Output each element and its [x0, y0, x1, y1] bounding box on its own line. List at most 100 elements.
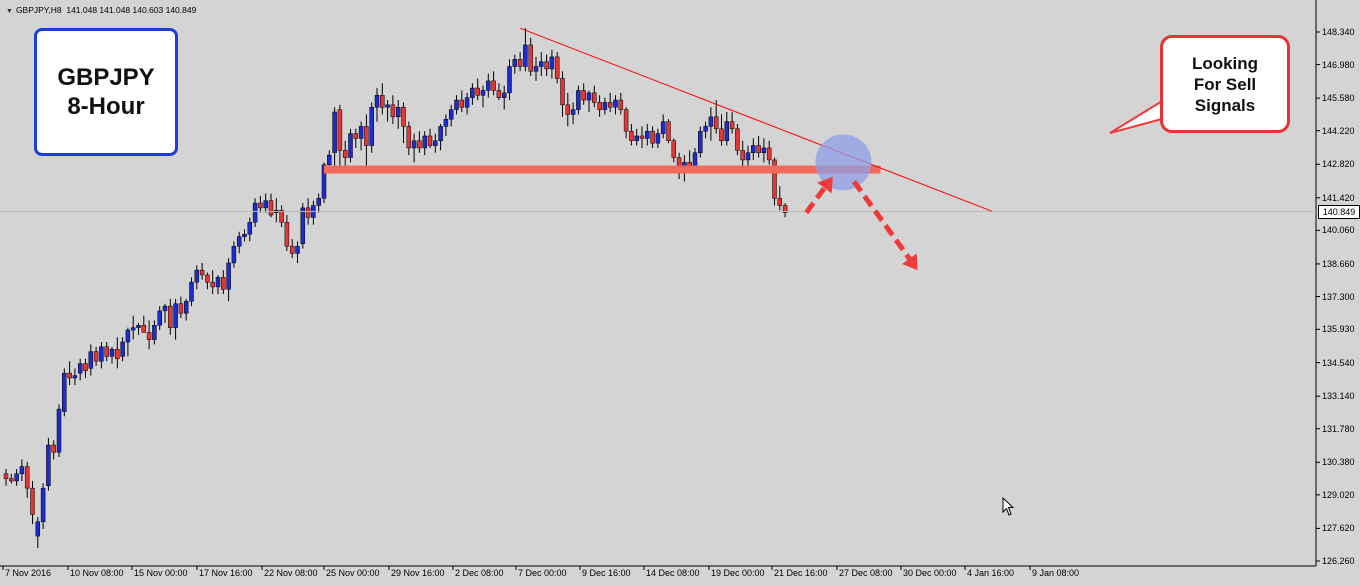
- timeframe-name: 8-Hour: [67, 93, 145, 120]
- candle: [226, 258, 231, 302]
- candle-body: [136, 325, 141, 328]
- pullback-arrow: [804, 176, 833, 215]
- x-tick-label: 14 Dec 08:00: [646, 568, 700, 578]
- candle-body: [93, 351, 99, 362]
- candle: [236, 231, 242, 254]
- candle: [77, 358, 83, 381]
- candle-body: [395, 106, 401, 118]
- candle-body: [650, 130, 655, 144]
- x-tick-label: 22 Nov 08:00: [264, 568, 318, 578]
- dropdown-triangle-icon[interactable]: ▼: [6, 8, 13, 15]
- plot-background: [0, 0, 1316, 566]
- candle-body: [24, 466, 30, 489]
- candle: [19, 459, 25, 481]
- candle-body: [464, 97, 470, 108]
- candle-body: [109, 348, 115, 357]
- x-tick-label: 9 Dec 16:00: [582, 568, 631, 578]
- candle-body: [523, 44, 528, 67]
- candle-body: [698, 130, 703, 153]
- candle: [544, 54, 549, 77]
- down-arrow-shaft: [851, 180, 912, 261]
- y-tick-label: 144.220: [1322, 125, 1355, 136]
- candle: [30, 480, 35, 525]
- candle-body: [374, 95, 380, 108]
- candle-body: [761, 147, 767, 153]
- candle-body: [178, 303, 184, 314]
- candle-body: [279, 210, 284, 223]
- candle-body: [83, 363, 88, 372]
- candle: [592, 85, 597, 108]
- candle: [109, 346, 115, 364]
- candle: [67, 361, 72, 386]
- down-trendline[interactable]: [519, 27, 992, 212]
- candle: [761, 138, 767, 163]
- candle: [666, 119, 671, 144]
- candle-body: [62, 372, 67, 412]
- candle-body: [231, 245, 237, 264]
- candle: [491, 71, 496, 96]
- candle-body: [205, 274, 210, 283]
- y-tick-label: 148.340: [1322, 27, 1355, 37]
- candle: [645, 124, 650, 146]
- support-zone-line[interactable]: [324, 165, 881, 174]
- candle-body: [735, 128, 740, 151]
- candle-body: [141, 325, 147, 333]
- candle: [369, 102, 374, 153]
- candle-body: [316, 198, 321, 206]
- candle: [438, 124, 443, 151]
- candle: [348, 128, 353, 163]
- sell-signal-callout: Looking For Sell Signals: [1160, 35, 1290, 133]
- candle-body: [380, 95, 385, 108]
- candle: [88, 344, 94, 376]
- candle: [395, 100, 401, 129]
- x-tick-label: 17 Nov 16:00: [199, 568, 253, 578]
- candle: [576, 85, 581, 115]
- candle-body: [417, 140, 422, 149]
- candle: [607, 92, 613, 113]
- candle-body: [67, 372, 72, 379]
- candle-body: [115, 348, 120, 360]
- callout-line-2: For Sell: [1193, 74, 1257, 94]
- candle: [660, 114, 666, 139]
- candle: [539, 52, 544, 77]
- candle-body: [512, 59, 518, 67]
- candle: [549, 49, 555, 79]
- candle: [247, 217, 253, 242]
- pair-name: GBPJPY: [57, 64, 155, 91]
- candle: [332, 107, 337, 168]
- candle-body: [9, 478, 14, 482]
- candle-body: [353, 133, 359, 139]
- candle: [766, 140, 772, 165]
- current-price-tag: 140.849: [1318, 205, 1360, 219]
- candle: [316, 193, 321, 213]
- candle: [51, 440, 56, 460]
- candle-body: [194, 269, 200, 283]
- candle: [729, 112, 735, 134]
- candle-body: [438, 126, 443, 142]
- candle: [99, 342, 104, 369]
- candle: [162, 303, 168, 323]
- candle-body: [597, 102, 602, 110]
- candle: [501, 85, 507, 110]
- candle-body: [724, 121, 730, 142]
- down-arrow: [851, 180, 918, 271]
- candle: [470, 83, 475, 105]
- candle: [560, 71, 565, 117]
- candle: [512, 54, 518, 74]
- candle: [671, 138, 677, 163]
- candle: [358, 121, 364, 151]
- candle-body: [51, 444, 56, 453]
- candle-body: [729, 121, 735, 130]
- candle-body: [189, 281, 194, 302]
- candle: [406, 121, 412, 156]
- candle: [252, 198, 258, 228]
- candle-body: [152, 325, 157, 340]
- candle-body: [581, 90, 586, 101]
- chart-header: ▼ GBPJPY,H8 141.048 141.048 140.603 140.8…: [6, 5, 196, 15]
- candle: [443, 114, 449, 136]
- candle-body: [321, 164, 327, 199]
- candles-group: [3, 28, 788, 549]
- candle: [454, 95, 459, 115]
- candle-body: [708, 116, 714, 127]
